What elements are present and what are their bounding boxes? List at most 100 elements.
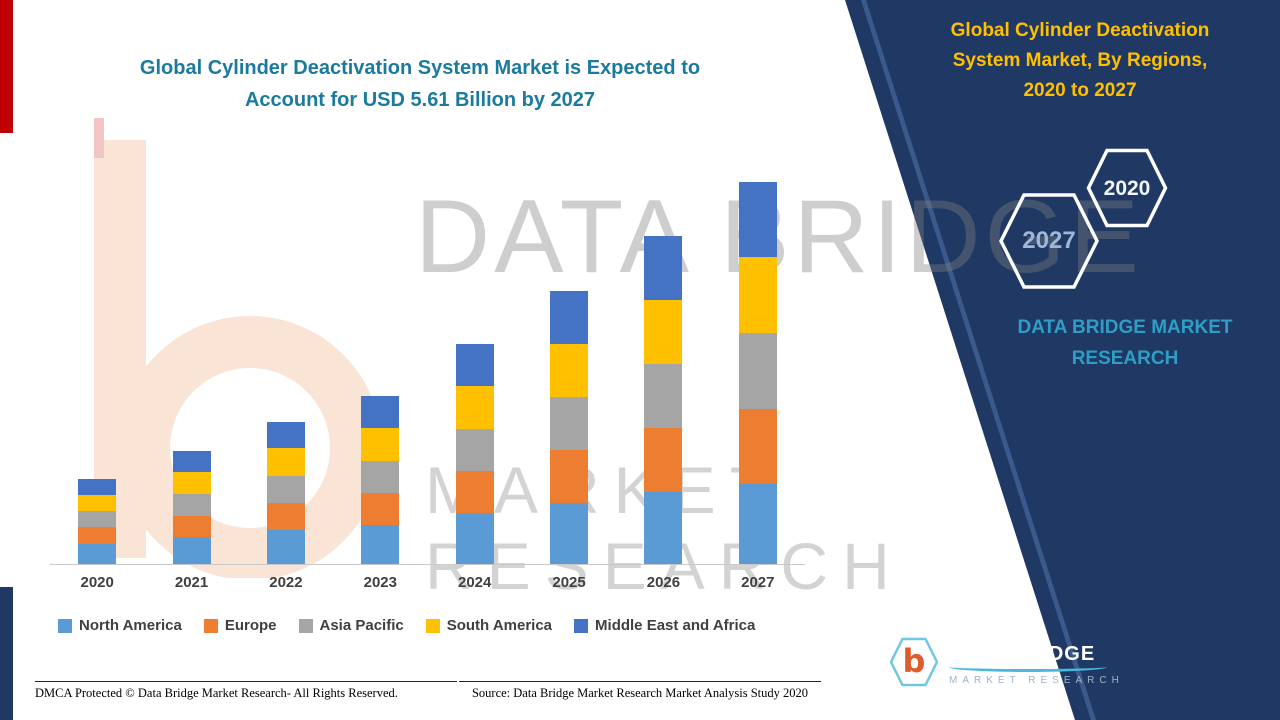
- bar-segment-asia-pacific: [172, 493, 211, 516]
- chart-title: Global Cylinder Deactivation System Mark…: [60, 52, 780, 116]
- x-tick-2026: 2026: [646, 574, 681, 591]
- bar-segment-europe: [361, 492, 400, 525]
- x-tick-2022: 2022: [269, 574, 303, 591]
- legend-swatch: [58, 618, 72, 633]
- source-note: Source: Data Bridge Market Research Mark…: [459, 681, 821, 701]
- brand-line2: RESEARCH: [1071, 348, 1179, 369]
- brand-line1: DATA BRIDGE MARKET: [1017, 317, 1233, 338]
- bar-stack-2025: [550, 291, 589, 564]
- bar-segment-europe: [455, 470, 494, 513]
- legend-item-south-america: South America: [425, 617, 553, 634]
- x-tick-2021: 2021: [174, 574, 209, 591]
- bar-column-2026: [616, 180, 710, 564]
- legend-swatch: [203, 618, 218, 633]
- logo-swoosh: [949, 667, 1107, 672]
- logo-hexagon-icon: b: [889, 636, 939, 693]
- bar-segment-middle-east-and-africa: [738, 182, 777, 258]
- bar-segment-middle-east-and-africa: [644, 236, 683, 301]
- brand-wordmark: DATA BRIDGE MARKET RESEARCH: [1000, 312, 1250, 374]
- x-tick-2023: 2023: [363, 574, 397, 591]
- bar-segment-middle-east-and-africa: [550, 291, 589, 344]
- bar-stack-2021: [172, 451, 211, 564]
- panel-title-line3: 2020 to 2027: [1023, 80, 1137, 101]
- bar-stack-2026: [644, 236, 683, 564]
- bar-segment-north-america: [172, 536, 211, 564]
- panel-title-line1: Global Cylinder Deactivation: [950, 20, 1210, 41]
- bar-stack-2024: [455, 344, 494, 564]
- bar-segment-middle-east-and-africa: [172, 451, 211, 473]
- bar-segment-europe: [172, 515, 211, 537]
- bar-segment-asia-pacific: [455, 428, 494, 471]
- bar-segment-middle-east-and-africa: [361, 396, 400, 429]
- chart-legend: North America Europe Asia Pacific South Ame…: [58, 617, 755, 634]
- bar-segment-europe: [78, 527, 117, 544]
- legend-label: Europe: [224, 617, 277, 634]
- bar-segment-south-america: [266, 448, 305, 476]
- legend-label: Asia Pacific: [319, 617, 404, 634]
- bar-column-2022: [239, 180, 333, 564]
- bar-segment-asia-pacific: [738, 333, 777, 409]
- bar-segment-middle-east-and-africa: [266, 421, 305, 449]
- panel-title-line2: System Market, By Regions,: [952, 50, 1208, 71]
- hexagon-2020-label: 2020: [1104, 177, 1151, 200]
- legend-item-north-america: North America: [58, 617, 182, 634]
- bar-segment-north-america: [266, 530, 305, 564]
- bar-segment-asia-pacific: [644, 364, 683, 429]
- bar-segment-asia-pacific: [266, 475, 305, 503]
- dmca-notice: DMCA Protected © Data Bridge Market Rese…: [35, 681, 457, 701]
- bar-stack-2027: [738, 182, 777, 564]
- bar-stack-2022: [266, 421, 305, 564]
- legend-item-middle-east-and-africa: Middle East and Africa: [574, 617, 755, 634]
- bar-stack-2020: [78, 479, 117, 564]
- bar-segment-north-america: [361, 524, 400, 564]
- data-bridge-logo: b DATA BRIDGE MARKET RESEARCH: [889, 636, 1124, 693]
- bar-segment-south-america: [738, 257, 777, 334]
- bar-segment-south-america: [644, 300, 683, 365]
- hexagon-2027: 2027: [998, 192, 1100, 295]
- x-tick-2027: 2027: [741, 574, 775, 591]
- bar-segment-europe: [738, 408, 777, 485]
- bar-segment-north-america: [78, 543, 117, 564]
- bar-segment-asia-pacific: [361, 460, 400, 493]
- bar-segment-asia-pacific: [550, 396, 589, 450]
- logo-subtitle: MARKET RESEARCH: [949, 675, 1124, 686]
- bar-chart: 2020 2021 2022 2023 2024 2025 2026 2027: [50, 180, 805, 591]
- x-tick-2025: 2025: [552, 574, 586, 591]
- bar-column-2027: [711, 180, 805, 564]
- bar-segment-europe: [266, 502, 305, 530]
- legend-label: North America: [79, 617, 182, 634]
- bar-segment-north-america: [644, 491, 683, 564]
- bar-segment-middle-east-and-africa: [78, 479, 117, 495]
- bar-column-2020: [50, 180, 144, 564]
- bar-segment-asia-pacific: [78, 511, 117, 528]
- hexagon-2027-label: 2027: [1022, 227, 1075, 254]
- x-tick-2024: 2024: [458, 574, 492, 591]
- hexagon-2020: 2020: [1086, 148, 1168, 233]
- bar-segment-south-america: [455, 386, 494, 429]
- legend-label: South America: [446, 617, 553, 634]
- bar-segment-north-america: [550, 502, 589, 564]
- bar-column-2024: [428, 180, 522, 564]
- legend-item-europe: Europe: [203, 617, 277, 634]
- legend-swatch: [425, 618, 440, 633]
- bar-segment-europe: [550, 449, 589, 503]
- bar-stack-2023: [361, 396, 400, 564]
- bar-segment-europe: [644, 428, 683, 492]
- legend-label: Middle East and Africa: [595, 617, 756, 634]
- red-accent-bar: [0, 0, 13, 133]
- bar-segment-south-america: [550, 343, 589, 397]
- logo-text-block: DATA BRIDGE MARKET RESEARCH: [949, 643, 1124, 686]
- legend-swatch: [574, 618, 589, 633]
- navy-accent-bar: [0, 587, 13, 720]
- x-tick-2020: 2020: [80, 574, 114, 591]
- logo-b-letter: b: [903, 642, 926, 680]
- chart-title-line2: Account for USD 5.61 Billion by 2027: [244, 89, 596, 111]
- bar-segment-south-america: [361, 428, 400, 461]
- chart-plot: [50, 180, 805, 565]
- chart-title-line1: Global Cylinder Deactivation System Mark…: [139, 57, 701, 79]
- panel-title: Global Cylinder Deactivation System Mark…: [910, 16, 1250, 106]
- bar-segment-middle-east-and-africa: [455, 344, 494, 387]
- legend-item-asia-pacific: Asia Pacific: [298, 617, 404, 634]
- logo-title: DATA BRIDGE: [949, 643, 1096, 665]
